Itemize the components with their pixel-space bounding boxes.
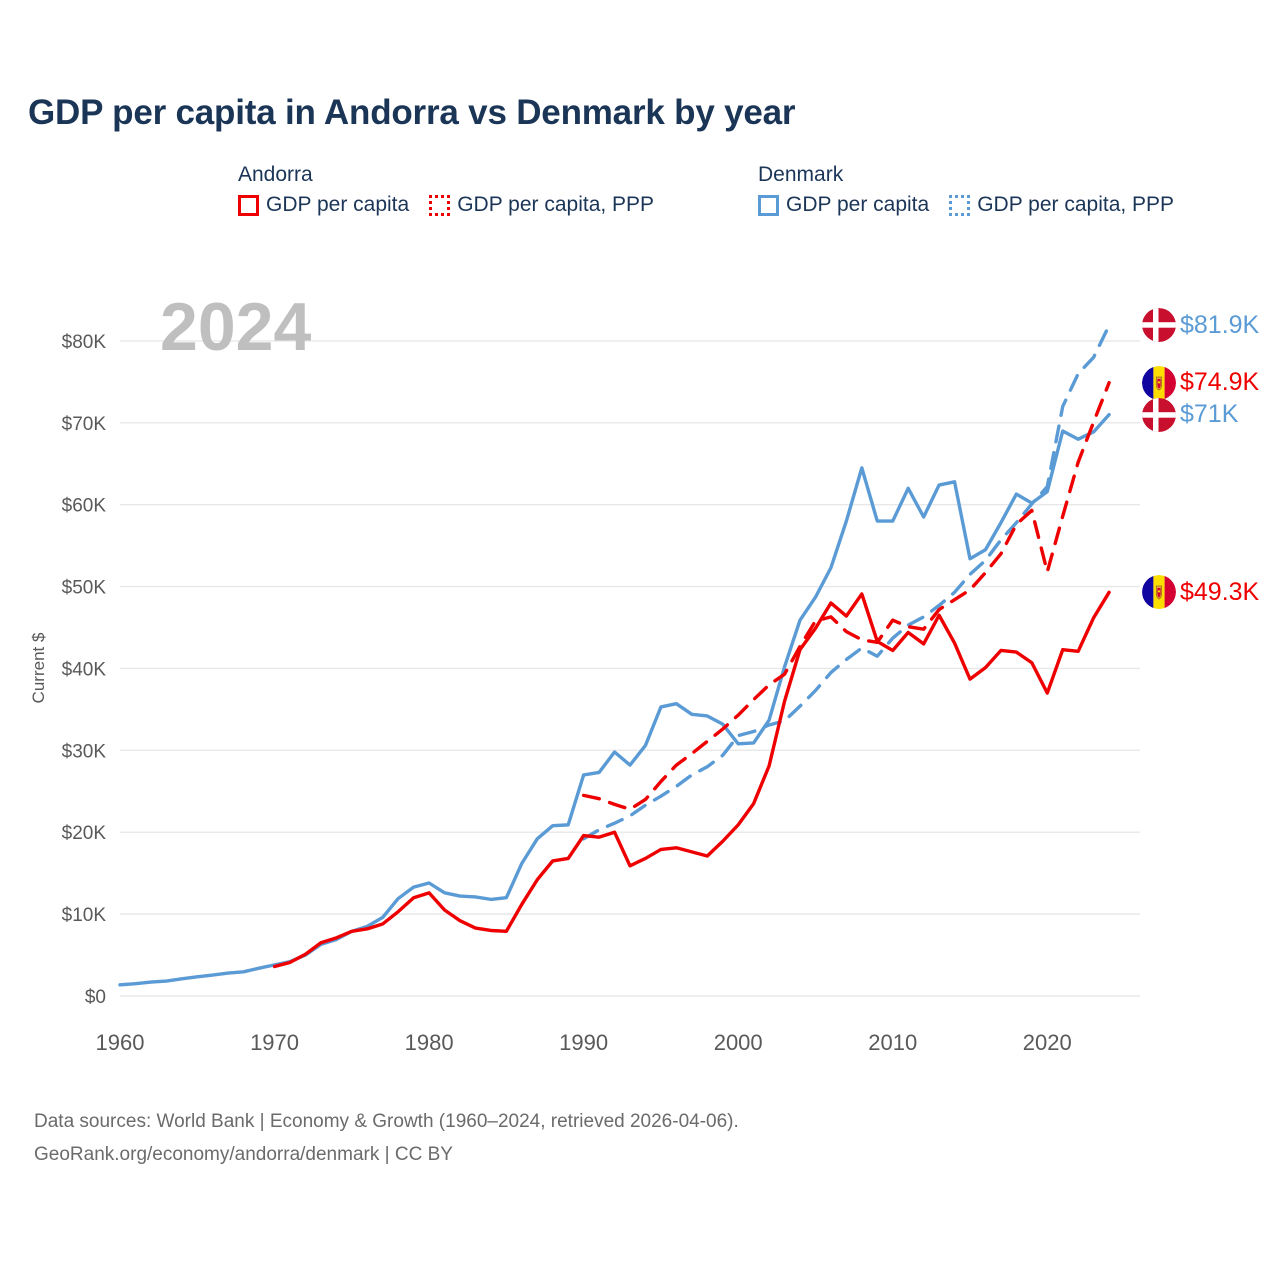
- end-label-andorra-gdp: $49.3K: [1142, 575, 1260, 610]
- y-tick-label: $30K: [62, 741, 107, 762]
- series-line-andorra-ppp: [581, 381, 1111, 812]
- footer-data-sources: Data sources: World Bank | Economy & Gro…: [34, 1111, 739, 1132]
- x-tick-label: 1960: [96, 1030, 145, 1055]
- x-tick-label: 2010: [868, 1030, 917, 1055]
- x-tick-label: 2000: [714, 1030, 763, 1055]
- legend-items-andorra: GDP per capita GDP per capita, PPP: [238, 193, 674, 217]
- end-value-denmark-ppp: $81.9K: [1180, 310, 1260, 339]
- end-label-andorra-ppp: $74.9K: [1142, 365, 1260, 400]
- gridlines: [120, 340, 1140, 997]
- denmark-flag-icon: [1142, 308, 1176, 343]
- x-tick-label: 1990: [559, 1030, 608, 1055]
- page-title: GDP per capita in Andorra vs Denmark by …: [28, 93, 796, 132]
- legend-item-denmark-gdp[interactable]: GDP per capita: [758, 193, 929, 217]
- andorra-flag-icon: [1142, 575, 1176, 610]
- y-axis-title: Current $: [29, 632, 48, 703]
- series-lines: [118, 323, 1111, 987]
- legend-item-andorra-gdp[interactable]: GDP per capita: [238, 193, 409, 217]
- y-tick-label: $70K: [62, 414, 107, 435]
- year-watermark: 2024: [160, 289, 311, 365]
- andorra-flag-icon: [1142, 365, 1176, 400]
- y-tick-label: $20K: [62, 823, 107, 844]
- y-tick-label: $50K: [62, 578, 107, 599]
- y-tick-label: $10K: [62, 905, 107, 926]
- legend-label-andorra-gdp-ppp: GDP per capita, PPP: [457, 193, 655, 216]
- y-axis-ticks: $0 $10K $20K $30K $40K $50K $60K $70K $80K: [62, 332, 107, 1008]
- legend-item-denmark-gdp-ppp[interactable]: GDP per capita, PPP: [949, 193, 1174, 217]
- y-tick-label: $0: [85, 987, 106, 1008]
- y-tick-label: $40K: [62, 659, 107, 680]
- end-value-andorra-gdp: $49.3K: [1180, 577, 1260, 606]
- x-tick-label: 2020: [1023, 1030, 1072, 1055]
- dotted-blue-square-icon: [949, 194, 971, 216]
- dotted-red-square-icon: [429, 194, 451, 216]
- footer-attribution: GeoRank.org/economy/andorra/denmark | CC…: [34, 1143, 453, 1165]
- chart-legend: Andorra GDP per capita GDP per capita, P…: [238, 163, 1258, 243]
- legend-items-denmark: GDP per capita GDP per capita, PPP: [758, 193, 1194, 217]
- footer: Data sources: World Bank | Economy & Gro…: [34, 1106, 739, 1171]
- series-line-denmark-gdp: [118, 412, 1111, 987]
- series-line-andorra-gdp: [272, 590, 1111, 969]
- x-tick-label: 1970: [250, 1030, 299, 1055]
- solid-red-square-icon: [238, 194, 259, 216]
- legend-group-andorra: Andorra GDP per capita GDP per capita, P…: [238, 163, 674, 217]
- end-label-denmark-gdp: $71K: [1142, 397, 1239, 432]
- legend-country-denmark: Denmark: [758, 163, 844, 186]
- legend-label-andorra-gdp: GDP per capita: [266, 193, 410, 216]
- denmark-flag-icon: [1142, 397, 1176, 432]
- legend-label-denmark-gdp: GDP per capita: [786, 193, 930, 216]
- end-label-denmark-ppp: $81.9K: [1142, 308, 1260, 343]
- end-value-denmark-gdp: $71K: [1180, 400, 1239, 429]
- legend-group-denmark: Denmark GDP per capita GDP per capita, P…: [758, 163, 1194, 217]
- end-value-andorra-ppp: $74.9K: [1180, 368, 1260, 397]
- series-line-denmark-ppp: [581, 323, 1111, 841]
- x-axis-ticks: 1960 1970 1980 1990 2000 2010 2020: [96, 1030, 1072, 1055]
- legend-label-denmark-gdp-ppp: GDP per capita, PPP: [977, 193, 1175, 216]
- y-tick-label: $80K: [62, 332, 107, 353]
- legend-country-andorra: Andorra: [238, 163, 313, 186]
- solid-blue-square-icon: [758, 194, 779, 216]
- legend-item-andorra-gdp-ppp[interactable]: GDP per capita, PPP: [429, 193, 654, 217]
- x-tick-label: 1980: [405, 1030, 454, 1055]
- y-tick-label: $60K: [62, 496, 107, 517]
